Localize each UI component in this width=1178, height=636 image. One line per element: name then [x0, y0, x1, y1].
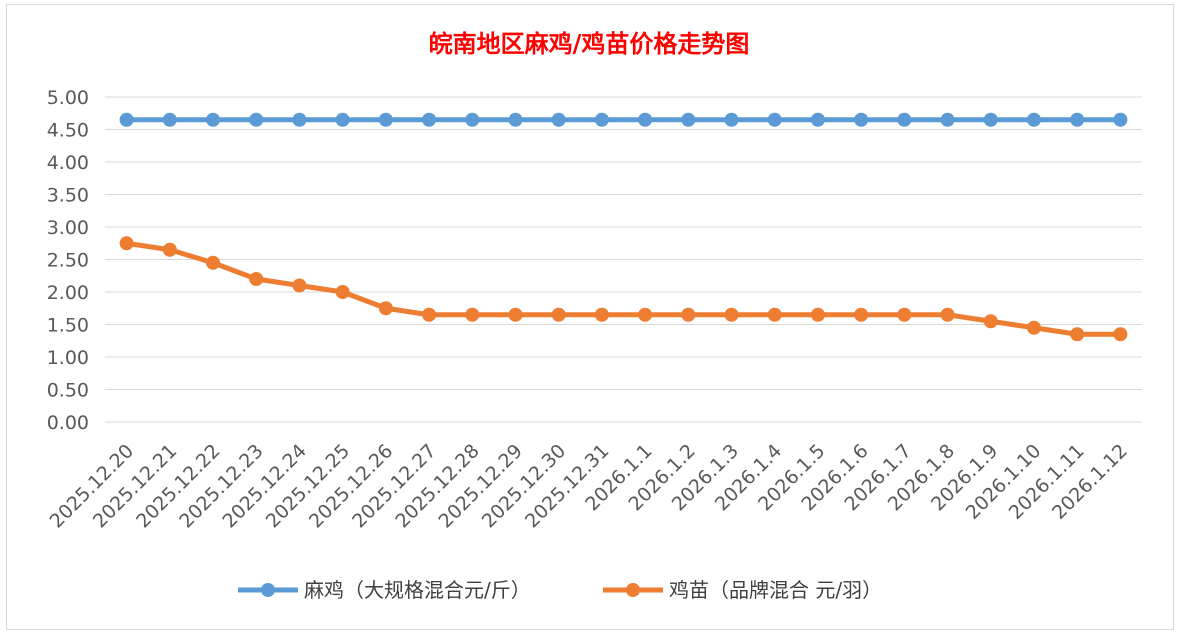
- data-point: [422, 112, 437, 127]
- data-point: [1070, 112, 1085, 127]
- gridlines: [105, 96, 1142, 423]
- y-axis-ticks: 0.00 0.50 1.00 1.50 2.00 2.50 3.00 3.50 4.00 4.50…: [47, 87, 89, 434]
- data-point: [422, 307, 437, 322]
- data-point: [983, 314, 998, 329]
- data-point: [1026, 112, 1041, 127]
- y-tick-label: 4.00: [47, 152, 89, 174]
- legend-swatch-marker: [626, 583, 640, 597]
- data-point: [206, 112, 221, 127]
- data-point: [249, 112, 264, 127]
- data-point: [335, 285, 350, 299]
- series-line: [126, 240, 1121, 337]
- data-point: [162, 112, 177, 127]
- data-point: [594, 112, 609, 127]
- y-tick-label: 5.00: [47, 87, 89, 109]
- data-point: [854, 112, 869, 127]
- data-point: [378, 112, 393, 127]
- data-point: [681, 307, 696, 322]
- data-point: [767, 112, 782, 127]
- series-2: [119, 236, 1128, 342]
- data-point: [1026, 320, 1041, 335]
- data-point: [983, 112, 998, 127]
- legend-label: 麻鸡（大规格混合元/斤）: [304, 578, 531, 602]
- data-point: [724, 307, 739, 322]
- data-point: [940, 112, 955, 127]
- data-point: [206, 255, 221, 270]
- data-point: [940, 307, 955, 322]
- data-point: [854, 307, 869, 322]
- data-point: [292, 112, 307, 127]
- data-point: [594, 307, 609, 322]
- data-point: [1070, 327, 1085, 342]
- data-point: [638, 112, 653, 127]
- data-point: [249, 272, 264, 286]
- data-point: [681, 112, 696, 127]
- y-tick-label: 1.50: [47, 315, 89, 337]
- y-tick-label: 3.50: [47, 185, 89, 207]
- y-tick-label: 4.50: [47, 120, 89, 142]
- y-tick-label: 0.50: [47, 380, 89, 402]
- y-tick-label: 2.00: [47, 282, 89, 304]
- data-point: [767, 307, 782, 322]
- data-point: [897, 307, 912, 322]
- data-point: [378, 301, 393, 316]
- data-point: [508, 112, 523, 127]
- y-tick-label: 0.00: [47, 412, 89, 434]
- data-point: [810, 307, 825, 322]
- data-point: [638, 307, 653, 322]
- y-tick-label: 3.00: [47, 217, 89, 239]
- data-point: [1113, 327, 1128, 342]
- data-point: [1113, 112, 1128, 127]
- data-point: [119, 236, 134, 251]
- data-point: [897, 112, 912, 127]
- data-point: [162, 242, 177, 257]
- data-point: [551, 307, 566, 322]
- data-point: [508, 307, 523, 322]
- data-point: [810, 112, 825, 127]
- legend: 麻鸡（大规格混合元/斤） 鸡苗（品牌混合 元/羽）: [238, 578, 882, 602]
- data-point: [119, 112, 134, 127]
- chart-title: 皖南地区麻鸡/鸡苗价格走势图: [428, 29, 750, 58]
- data-point: [465, 307, 480, 322]
- data-point: [335, 112, 350, 127]
- y-tick-label: 1.00: [47, 347, 89, 369]
- x-axis-ticks: 2025.12.202025.12.212025.12.222025.12.23…: [46, 440, 1132, 532]
- series-layer: [119, 112, 1128, 342]
- data-point: [724, 112, 739, 127]
- data-point: [292, 278, 307, 293]
- y-tick-label: 2.50: [47, 250, 89, 272]
- data-point: [551, 112, 566, 127]
- series-1: [119, 112, 1128, 127]
- legend-label: 鸡苗（品牌混合 元/羽）: [669, 578, 882, 602]
- data-point: [465, 112, 480, 127]
- legend-swatch-marker: [261, 583, 275, 597]
